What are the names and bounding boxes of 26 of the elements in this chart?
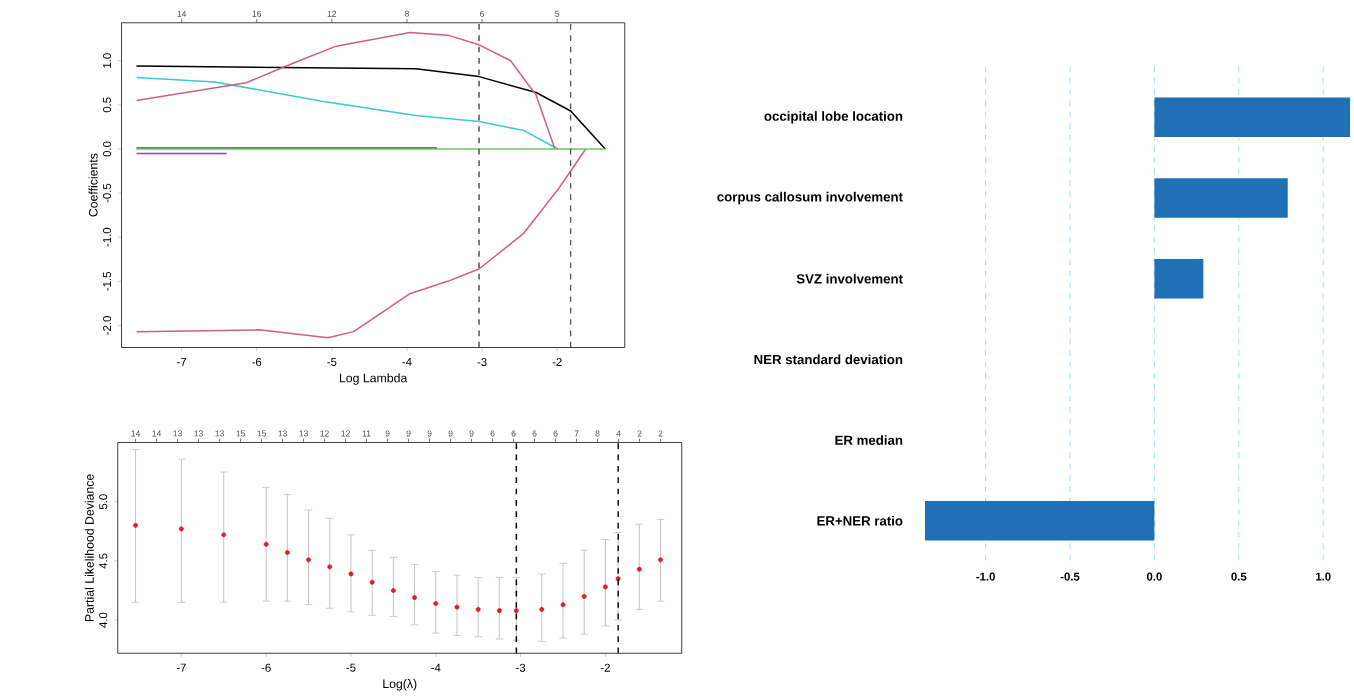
point bbox=[327, 563, 333, 569]
bar bbox=[1154, 177, 1288, 218]
point bbox=[306, 556, 312, 562]
bar bbox=[924, 500, 1155, 541]
point bbox=[513, 607, 519, 613]
point bbox=[539, 606, 545, 612]
line-series bbox=[135, 76, 559, 150]
point bbox=[602, 584, 608, 590]
point bbox=[496, 607, 502, 613]
point bbox=[454, 604, 460, 610]
bar bbox=[1154, 258, 1204, 299]
line-series bbox=[135, 147, 587, 339]
point bbox=[284, 549, 290, 555]
point bbox=[221, 531, 227, 537]
point bbox=[581, 593, 587, 599]
point bbox=[390, 587, 396, 593]
point bbox=[263, 541, 269, 547]
point bbox=[369, 579, 375, 585]
line-series bbox=[135, 31, 556, 150]
point bbox=[433, 600, 439, 606]
point bbox=[412, 594, 418, 600]
point bbox=[636, 566, 642, 572]
point bbox=[475, 606, 481, 612]
line-series bbox=[135, 64, 606, 150]
point bbox=[560, 601, 566, 607]
bar bbox=[1154, 97, 1351, 137]
